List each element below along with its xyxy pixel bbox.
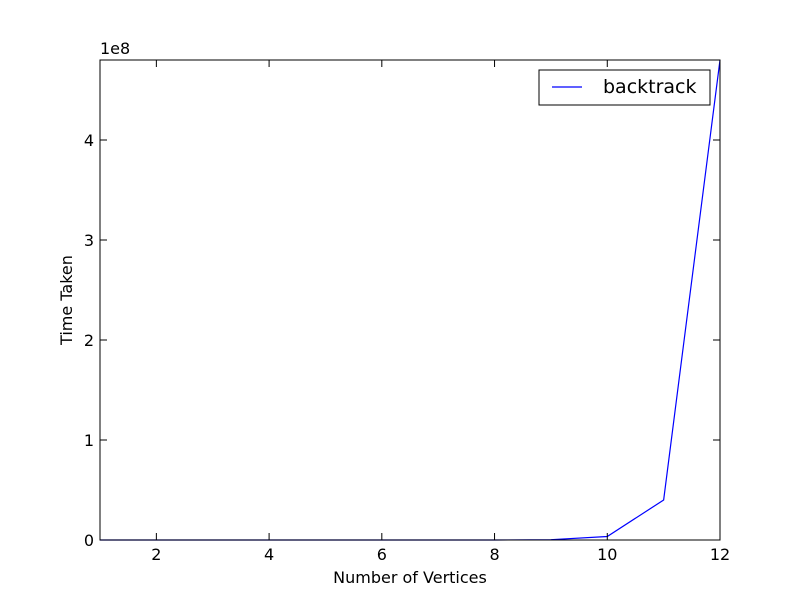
x-tick-label: 10 xyxy=(597,545,617,564)
x-tick-label: 8 xyxy=(489,545,499,564)
plot-frame xyxy=(99,59,721,541)
y-offset-text: 1e8 xyxy=(100,39,130,58)
x-tick-label: 6 xyxy=(377,545,387,564)
legend: backtrack xyxy=(538,69,711,106)
x-tick-label: 12 xyxy=(710,545,730,564)
x-axis-label: Number of Vertices xyxy=(333,568,487,587)
y-tick-label: 2 xyxy=(84,331,94,350)
y-tick-label: 0 xyxy=(84,531,94,550)
y-tick-label: 4 xyxy=(84,131,94,150)
x-tick-label: 4 xyxy=(264,545,274,564)
y-tick-label: 1 xyxy=(84,431,94,450)
y-tick-label: 3 xyxy=(84,231,94,250)
plot-area xyxy=(100,60,720,540)
x-tick-label: 2 xyxy=(151,545,161,564)
legend-label-backtrack: backtrack xyxy=(603,76,697,98)
y-axis-label: Time Taken xyxy=(57,255,76,346)
